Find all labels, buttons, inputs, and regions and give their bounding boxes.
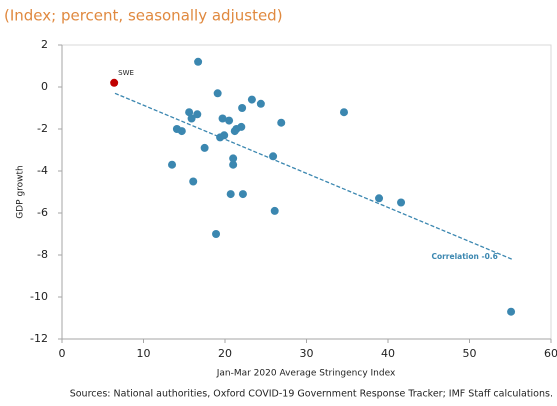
y-tick-label: -4 — [37, 164, 48, 177]
point — [194, 57, 203, 66]
point — [230, 127, 239, 136]
point — [256, 99, 265, 108]
point — [185, 108, 194, 117]
y-tick-label: -2 — [37, 122, 48, 135]
chart-subtitle: (Index; percent, seasonally adjusted) — [4, 7, 283, 25]
trendline — [114, 92, 513, 260]
point — [200, 143, 209, 152]
x-tick-label: 50 — [463, 347, 477, 360]
point — [225, 116, 234, 125]
trendline-label: Correlation -0.6 — [431, 252, 497, 261]
point — [177, 127, 186, 136]
y-tick-label: -6 — [37, 206, 48, 219]
y-axis-label: GDP growth — [16, 165, 26, 219]
point — [229, 160, 238, 169]
x-tick-label: 40 — [381, 347, 395, 360]
point — [212, 230, 221, 238]
plot-frame — [61, 44, 552, 340]
point — [397, 198, 406, 207]
x-axis-label: Jan-Mar 2020 Average Stringency Index — [216, 369, 396, 379]
point — [238, 104, 247, 112]
y-tick-label: -10 — [30, 290, 48, 303]
x-tick-label: 30 — [300, 347, 314, 360]
point — [189, 177, 198, 186]
y-tick-label: 2 — [41, 38, 48, 51]
x-tick-label: 10 — [137, 347, 151, 360]
point — [507, 307, 516, 316]
point — [216, 133, 225, 142]
highlight-label: SWE — [118, 69, 134, 77]
source-note: Sources: National authorities, Oxford CO… — [70, 389, 553, 400]
point — [269, 152, 278, 161]
point — [247, 95, 256, 104]
point — [375, 194, 384, 203]
y-tick-label: 0 — [41, 80, 48, 93]
point — [339, 108, 348, 117]
highlight-point — [110, 78, 119, 87]
point — [193, 110, 202, 119]
point — [226, 190, 235, 199]
point — [277, 118, 286, 127]
point — [187, 114, 196, 123]
point — [213, 89, 222, 98]
point — [238, 190, 247, 199]
point — [270, 206, 279, 215]
point — [168, 160, 177, 169]
x-tick-label: 60 — [544, 347, 557, 360]
x-tick-label: 20 — [218, 347, 232, 360]
y-tick-label: -12 — [30, 332, 48, 345]
point — [218, 114, 227, 123]
x-tick-label: 0 — [59, 347, 66, 360]
y-tick-label: -8 — [37, 248, 48, 261]
point — [229, 154, 238, 163]
